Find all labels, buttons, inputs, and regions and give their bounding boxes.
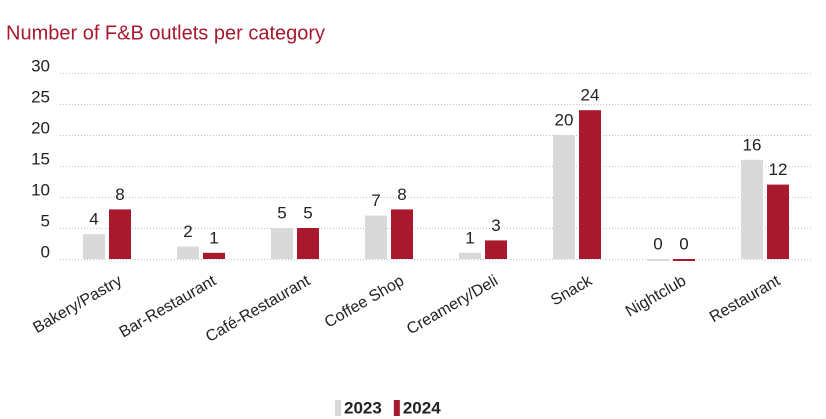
x-tick-label: Bakery/Pastry bbox=[30, 272, 125, 337]
bar bbox=[767, 184, 789, 259]
data-label: 8 bbox=[397, 185, 406, 204]
x-tick-label: Café-Restaurant bbox=[203, 272, 314, 346]
data-label: 16 bbox=[743, 135, 762, 154]
bar bbox=[485, 240, 507, 259]
legend-swatch bbox=[393, 400, 400, 416]
y-tick-label: 5 bbox=[41, 211, 50, 230]
y-tick-label: 15 bbox=[31, 149, 50, 168]
y-tick-label: 10 bbox=[31, 180, 50, 199]
legend-label: 2023 bbox=[344, 398, 382, 417]
bar bbox=[83, 234, 105, 259]
y-tick-label: 20 bbox=[31, 118, 50, 137]
bar bbox=[741, 159, 763, 259]
data-label: 24 bbox=[581, 86, 600, 105]
bar bbox=[673, 259, 695, 261]
bar bbox=[553, 135, 575, 259]
y-tick-label: 30 bbox=[31, 56, 50, 75]
chart-title: Number of F&B outlets per category bbox=[6, 22, 325, 44]
data-label: 12 bbox=[769, 160, 788, 179]
data-label: 1 bbox=[465, 228, 474, 247]
data-label: 5 bbox=[277, 203, 286, 222]
data-label: 7 bbox=[371, 191, 380, 210]
x-tick-label: Nightclub bbox=[623, 272, 689, 320]
bar bbox=[459, 252, 481, 259]
x-tick-label: Restaurant bbox=[707, 272, 784, 326]
y-tick-label: 25 bbox=[31, 87, 50, 106]
bar bbox=[365, 215, 387, 259]
bar bbox=[203, 252, 225, 259]
data-label: 2 bbox=[183, 222, 192, 241]
data-label: 20 bbox=[555, 110, 574, 129]
data-label: 3 bbox=[491, 216, 500, 235]
bar bbox=[647, 259, 669, 261]
x-tick-label: Coffee Shop bbox=[322, 272, 407, 331]
data-label: 0 bbox=[679, 234, 688, 253]
legend-label: 2024 bbox=[403, 398, 441, 417]
bar bbox=[579, 110, 601, 259]
x-tick-label: Creamery/Deli bbox=[404, 272, 501, 338]
data-label: 4 bbox=[89, 210, 98, 229]
bar bbox=[109, 209, 131, 259]
bar bbox=[391, 209, 413, 259]
bar bbox=[271, 228, 293, 259]
data-label: 8 bbox=[115, 185, 124, 204]
y-tick-label: 0 bbox=[41, 242, 50, 261]
bar bbox=[297, 228, 319, 259]
x-tick-label: Snack bbox=[548, 272, 596, 309]
bar bbox=[177, 246, 199, 259]
legend-swatch bbox=[335, 400, 341, 416]
data-label: 5 bbox=[303, 203, 312, 222]
data-label: 0 bbox=[653, 234, 662, 253]
data-label: 1 bbox=[209, 228, 218, 247]
